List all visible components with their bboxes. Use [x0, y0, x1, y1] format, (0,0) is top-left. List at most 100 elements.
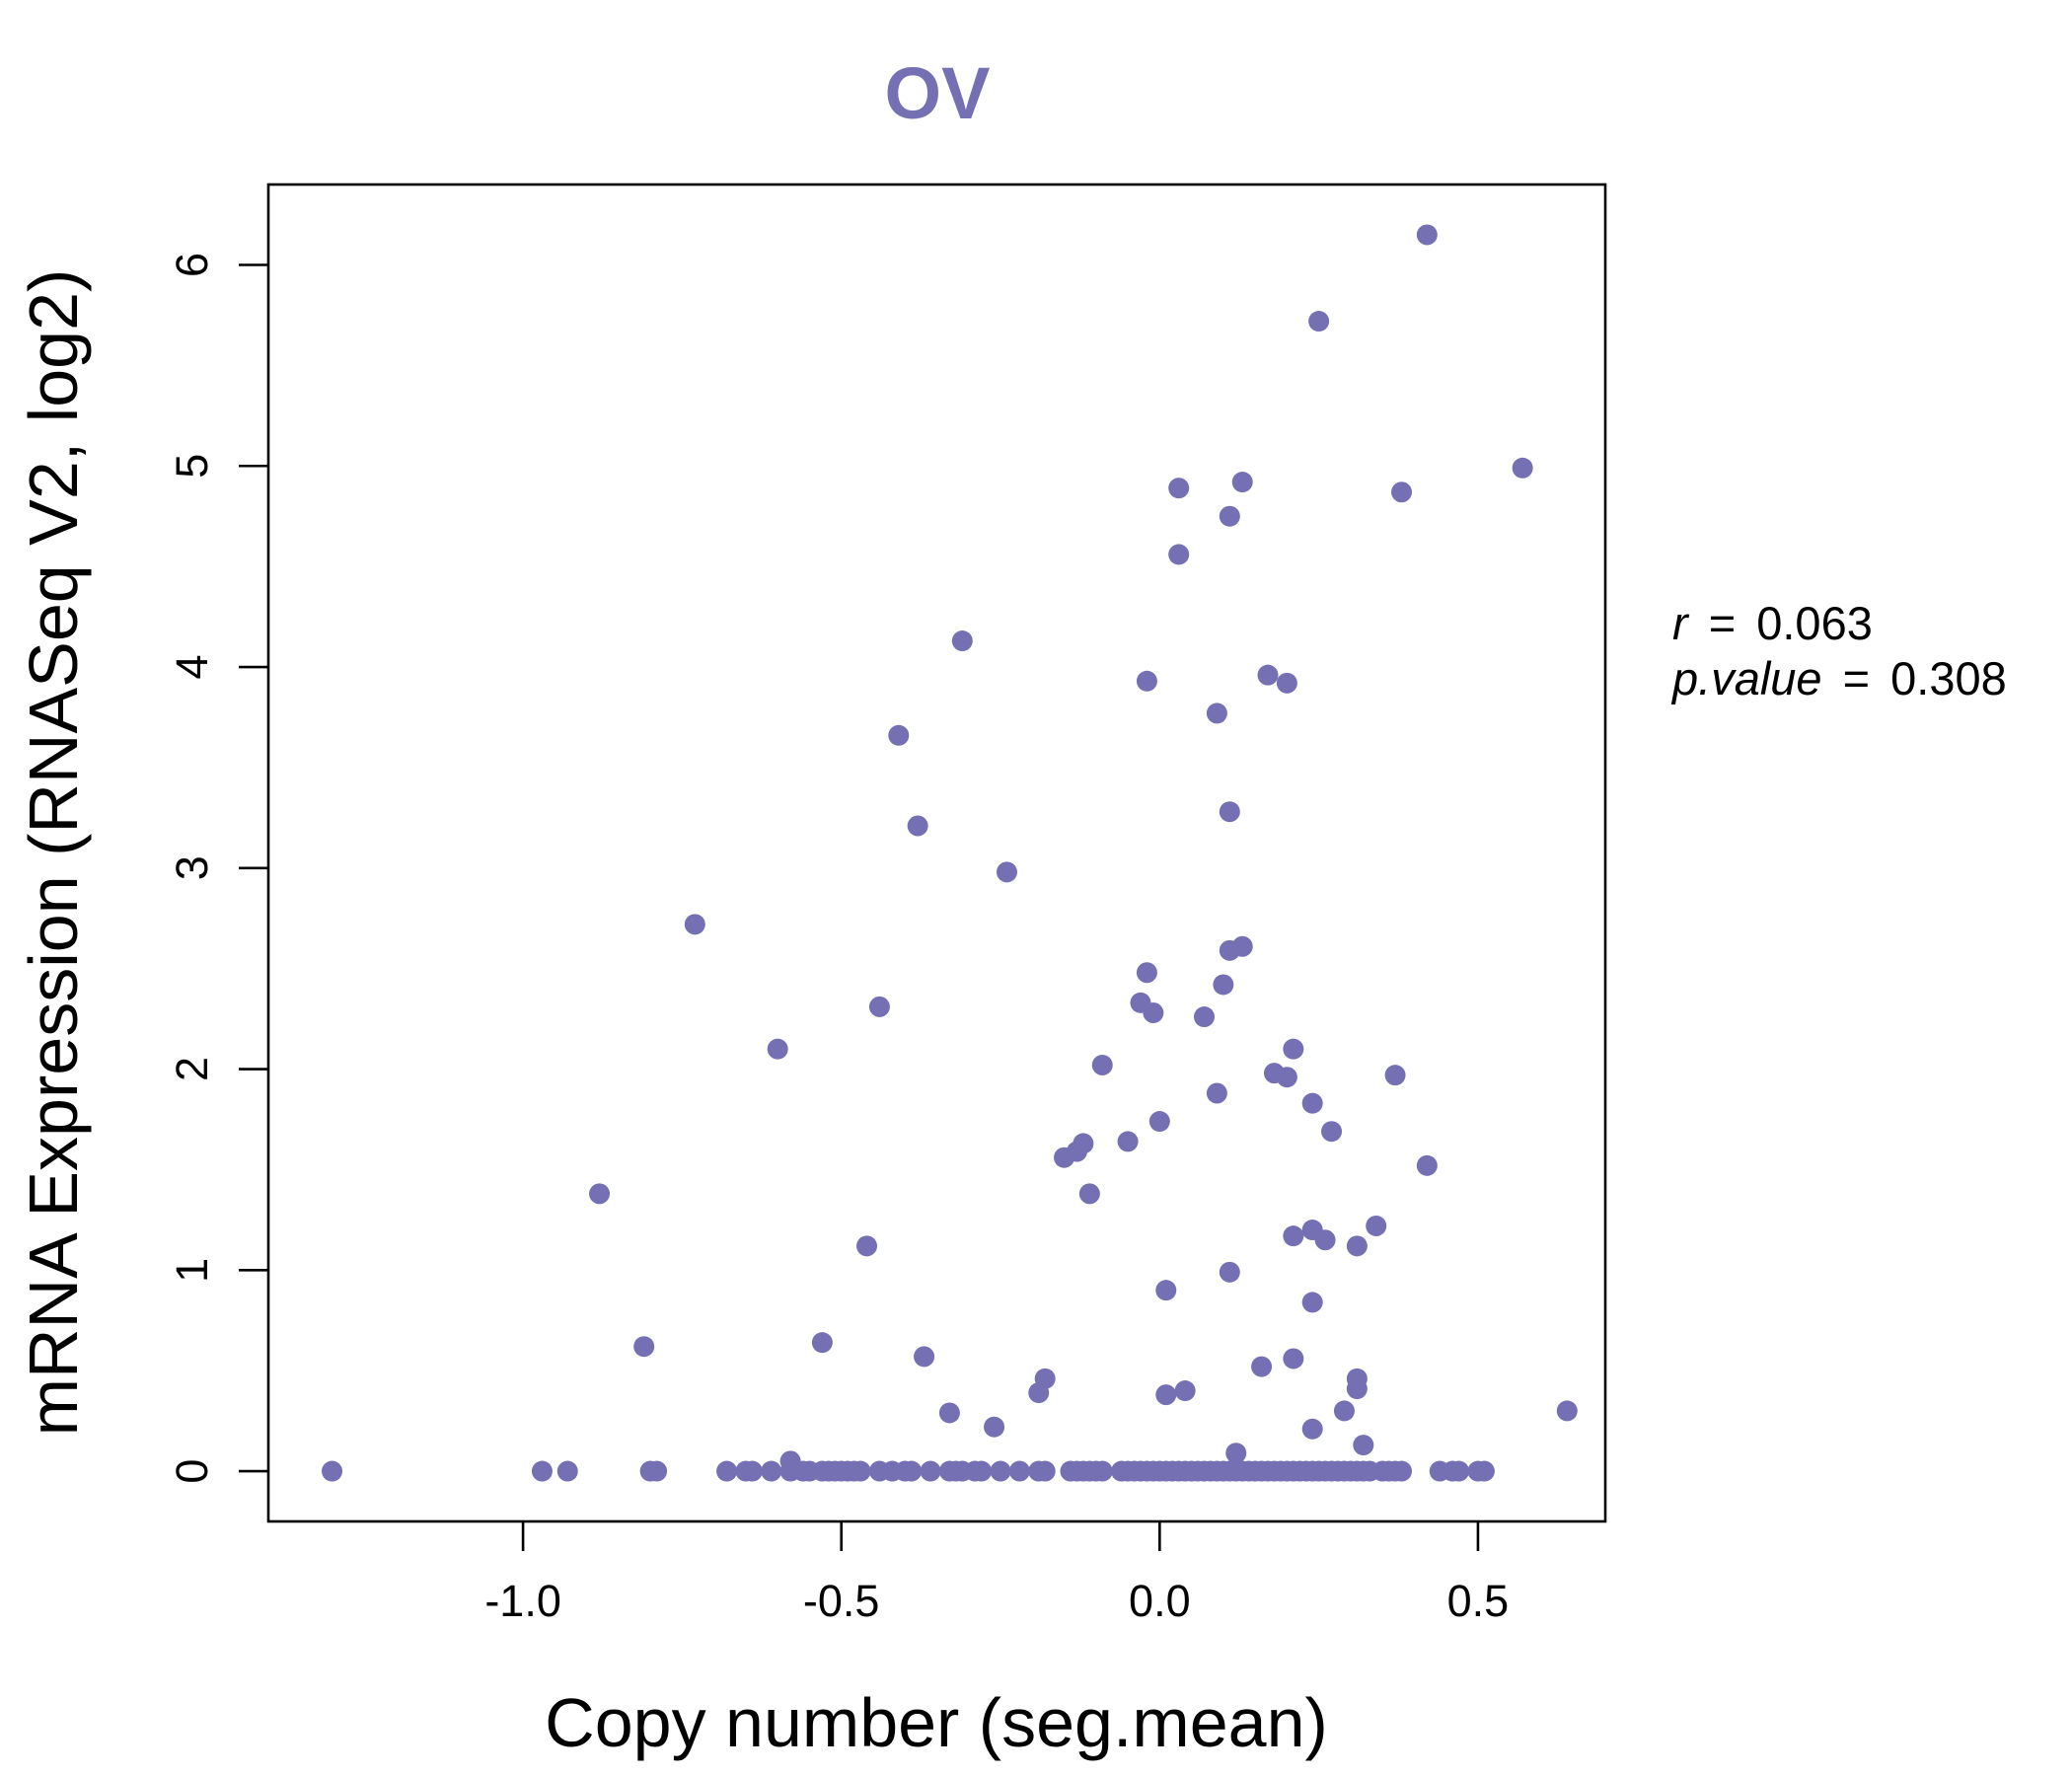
data-point	[938, 1402, 960, 1424]
data-point	[907, 815, 928, 837]
data-point	[1168, 478, 1190, 499]
data-point	[1384, 1065, 1406, 1086]
data-point	[1231, 935, 1253, 957]
data-point	[646, 1460, 668, 1482]
data-point	[1231, 472, 1253, 493]
plot-frame	[266, 183, 1607, 1523]
y-axis-tick-label: 3	[167, 855, 217, 880]
data-point	[971, 1460, 993, 1482]
x-axis-label: Copy number (seg.mean)	[545, 1684, 1328, 1761]
data-point	[1391, 1460, 1413, 1482]
data-point	[811, 1332, 833, 1354]
data-point	[1174, 1380, 1196, 1402]
data-point	[1301, 1092, 1323, 1114]
data-point	[684, 914, 705, 935]
data-point	[1213, 974, 1234, 996]
x-axis-tick-label: -0.5	[803, 1576, 880, 1626]
data-points	[322, 224, 1578, 1482]
data-point	[779, 1450, 801, 1472]
data-point	[1034, 1368, 1056, 1389]
data-point	[1257, 664, 1279, 686]
data-point	[1136, 962, 1157, 984]
data-point	[1473, 1460, 1495, 1482]
data-point	[1091, 1460, 1113, 1482]
data-point	[1219, 1261, 1240, 1283]
data-point	[1308, 311, 1330, 333]
data-point	[1194, 1006, 1215, 1028]
data-point	[1416, 1154, 1438, 1176]
correlation-stats: r = 0.063 p.value = 0.308	[1670, 597, 2007, 704]
y-axis-tick-label: 1	[167, 1258, 217, 1283]
data-point	[1078, 1183, 1100, 1205]
data-point	[990, 1460, 1011, 1482]
data-point	[1251, 1356, 1273, 1377]
data-point	[1168, 544, 1190, 565]
data-point	[1034, 1460, 1056, 1482]
data-point	[761, 1460, 782, 1482]
data-point	[1283, 1225, 1304, 1247]
data-point	[984, 1416, 1005, 1438]
data-point	[850, 1460, 871, 1482]
data-point	[1366, 1215, 1387, 1236]
data-point	[996, 861, 1017, 883]
data-point	[1556, 1400, 1578, 1422]
data-point	[556, 1460, 578, 1482]
data-point	[531, 1460, 553, 1482]
data-point	[1117, 1131, 1139, 1152]
data-point	[1148, 1111, 1170, 1133]
y-axis-tick-label: 2	[167, 1057, 217, 1081]
data-point	[767, 1038, 788, 1060]
data-point	[633, 1336, 655, 1358]
data-point	[1301, 1292, 1323, 1313]
data-point	[1130, 992, 1151, 1013]
data-point	[716, 1460, 738, 1482]
data-point	[1321, 1121, 1343, 1143]
data-point	[1225, 1443, 1247, 1464]
data-point	[1346, 1235, 1368, 1257]
p-value-stat-label: p.value = 0.308	[1670, 652, 2007, 704]
data-point	[1263, 1063, 1285, 1084]
r-stat-label: r = 0.063	[1672, 597, 1873, 649]
data-point	[1219, 801, 1240, 823]
data-point	[1008, 1460, 1030, 1482]
data-point	[951, 630, 973, 652]
y-axis: 0 1 2 3 4 5 6	[167, 253, 268, 1484]
chart-title: OV	[885, 52, 991, 134]
data-point	[920, 1460, 941, 1482]
data-point	[1136, 670, 1157, 692]
data-point	[914, 1346, 935, 1368]
data-point	[1276, 672, 1297, 694]
data-point	[1333, 1400, 1355, 1422]
data-point	[1301, 1418, 1323, 1440]
x-axis-tick-label: -1.0	[484, 1576, 561, 1626]
data-point	[1353, 1435, 1374, 1456]
x-axis: -1.0 -0.5 0.0 0.5	[484, 1521, 1509, 1626]
data-point	[1512, 457, 1533, 479]
data-point	[1073, 1133, 1094, 1154]
data-point	[1155, 1280, 1177, 1301]
y-axis-tick-label: 0	[167, 1459, 217, 1484]
data-point	[1391, 481, 1413, 503]
data-point	[589, 1183, 611, 1205]
data-point	[868, 996, 890, 1017]
data-point	[856, 1235, 878, 1257]
data-point	[322, 1460, 343, 1482]
data-point	[1206, 1082, 1227, 1104]
x-axis-tick-label: 0.5	[1447, 1576, 1510, 1626]
x-axis-tick-label: 0.0	[1129, 1576, 1191, 1626]
data-point	[1206, 703, 1227, 724]
data-point	[1346, 1368, 1368, 1389]
data-point	[888, 724, 910, 746]
data-point	[1283, 1348, 1304, 1369]
y-axis-tick-label: 6	[167, 253, 217, 277]
data-point	[1091, 1054, 1113, 1075]
data-point	[1301, 1220, 1323, 1241]
data-point	[741, 1460, 763, 1482]
data-point	[1283, 1038, 1304, 1060]
y-axis-tick-label: 4	[167, 655, 217, 680]
y-axis-tick-label: 5	[167, 454, 217, 479]
data-point	[1219, 505, 1240, 527]
data-point	[1416, 224, 1438, 246]
data-point	[1448, 1460, 1470, 1482]
